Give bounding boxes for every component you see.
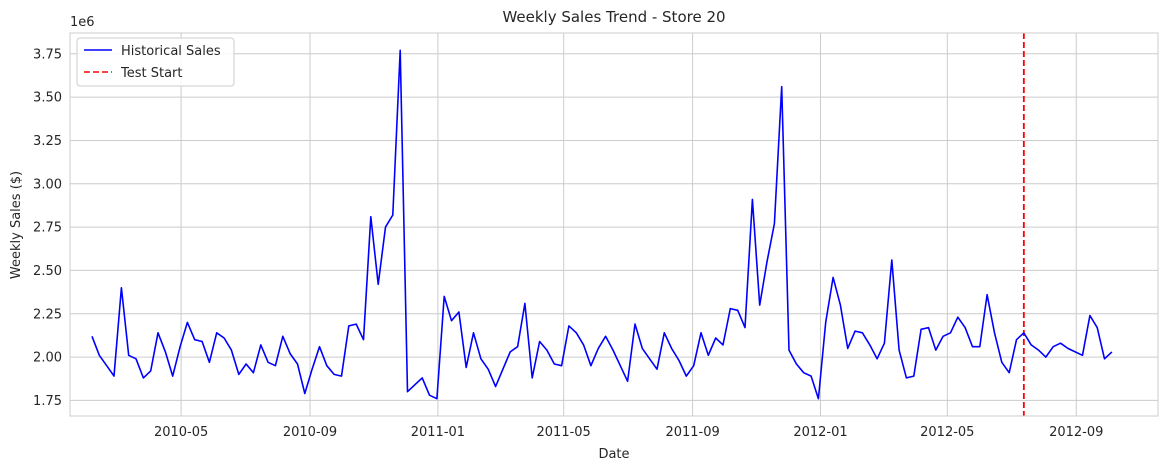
y-axis-title: Weekly Sales ($) [9,171,24,279]
y-tick-label: 2.75 [33,221,62,236]
x-tick-label: 2011-01 [411,425,465,440]
x-tick-label: 2010-05 [154,425,208,440]
y-tick-label: 3.50 [33,91,62,106]
x-axis-ticks: 2010-05 2010-09 2011-01 2011-05 2011-09 2012-… [154,425,1103,440]
x-tick-label: 2011-09 [665,425,719,440]
legend: Historical Sales Test Start [76,37,235,87]
grid [70,33,1158,416]
y-axis-ticks: 1.75 2.00 2.25 2.50 2.75 3.00 3.25 3.50 3.75 [33,47,62,409]
y-axis-offset-label: 1e6 [70,15,95,30]
y-tick-label: 2.50 [33,264,62,279]
x-tick-label: 2010-09 [283,425,337,440]
x-tick-label: 2012-05 [920,425,974,440]
x-tick-label: 2012-01 [793,425,847,440]
plot-frame [69,32,1159,417]
x-tick-label: 2011-05 [537,425,591,440]
x-tick-label: 2012-09 [1049,425,1103,440]
series-line-historical-sales [91,49,1113,400]
y-tick-label: 3.25 [33,134,62,149]
y-tick-label: 1.75 [33,394,62,409]
y-tick-label: 2.00 [33,351,62,366]
legend-box [76,37,235,87]
legend-label-test-start: Test Start [120,66,183,81]
series-lines [91,49,1113,400]
y-tick-label: 2.25 [33,307,62,322]
y-tick-label: 3.00 [33,177,62,192]
y-tick-label: 3.75 [33,47,62,62]
x-axis-title: Date [598,447,629,462]
chart-title: Weekly Sales Trend - Store 20 [502,8,725,26]
legend-label-historical-sales: Historical Sales [121,44,221,59]
